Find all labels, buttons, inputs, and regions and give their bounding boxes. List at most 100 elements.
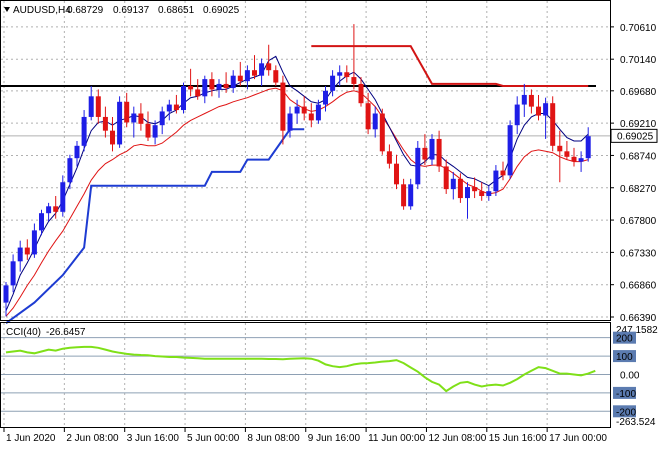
symbol-header: AUDUSD,H4 0.68729 0.69137 0.68651 0.6902… — [4, 5, 240, 16]
candle-body[interactable] — [53, 206, 59, 212]
cci-level-label: -200 — [616, 407, 636, 418]
candle-body[interactable] — [472, 187, 478, 192]
candle-body[interactable] — [3, 285, 9, 303]
candle-body[interactable] — [237, 75, 243, 82]
candle-body[interactable] — [401, 184, 407, 207]
candle-body[interactable] — [67, 158, 73, 183]
candle-body[interactable] — [39, 213, 44, 231]
candle-body[interactable] — [95, 96, 101, 117]
candle-body[interactable] — [315, 104, 321, 121]
cci-line[interactable] — [5, 345, 596, 393]
cci-min-label: -263.524 — [616, 417, 656, 428]
candle-body[interactable] — [408, 184, 414, 207]
candle-body[interactable] — [571, 156, 577, 162]
candle-body[interactable] — [294, 106, 300, 114]
candle-body[interactable] — [479, 191, 485, 196]
candle-body[interactable] — [528, 94, 534, 107]
candle-body[interactable] — [365, 103, 371, 130]
candle-body[interactable] — [493, 170, 499, 192]
candle-body[interactable] — [301, 106, 307, 114]
candle-body[interactable] — [138, 113, 144, 124]
time-tick-label: 8 Jun 08:00 — [247, 433, 300, 444]
candle-body[interactable] — [323, 90, 328, 105]
candle-body[interactable] — [379, 113, 385, 152]
candle-body[interactable] — [17, 247, 23, 262]
candle-body[interactable] — [415, 147, 421, 185]
candle-body[interactable] — [173, 104, 179, 111]
candle-body[interactable] — [102, 116, 108, 131]
candle-body[interactable] — [46, 206, 52, 214]
candle-body[interactable] — [386, 151, 392, 164]
candle-body[interactable] — [10, 261, 16, 286]
cci-level-label: 0.00 — [620, 370, 640, 381]
candle-body[interactable] — [223, 83, 229, 89]
candle-body[interactable] — [273, 70, 279, 83]
candle-body[interactable] — [230, 75, 236, 89]
candle-body[interactable] — [450, 178, 456, 190]
candle-body[interactable] — [443, 166, 449, 190]
cci-max-label: 247.1582 — [616, 325, 658, 336]
candle-body[interactable] — [429, 138, 435, 160]
current-price-box — [610, 128, 658, 143]
price-plot-area[interactable] — [1, 24, 610, 325]
candle-body[interactable] — [252, 70, 257, 76]
candle-body[interactable] — [358, 83, 364, 104]
candle-body[interactable] — [578, 158, 584, 162]
candle-body[interactable] — [422, 147, 428, 160]
candle-body[interactable] — [436, 138, 442, 167]
candle-body[interactable] — [145, 123, 151, 138]
candle-body[interactable] — [110, 130, 115, 145]
candle-body[interactable] — [280, 82, 286, 131]
candle-body[interactable] — [557, 145, 563, 152]
candle-body[interactable] — [514, 104, 520, 126]
support-step-line[interactable] — [5, 128, 305, 325]
candle-body[interactable] — [181, 86, 186, 111]
candle-body[interactable] — [124, 101, 130, 123]
candle-body[interactable] — [166, 104, 172, 112]
candle-body[interactable] — [287, 113, 293, 131]
candle-body[interactable] — [195, 89, 201, 97]
candle-body[interactable] — [131, 113, 137, 123]
candle-body[interactable] — [330, 75, 336, 91]
time-tick-label: 12 Jun 08:00 — [428, 433, 486, 444]
candle-body[interactable] — [88, 96, 94, 117]
candle-body[interactable] — [536, 106, 541, 116]
candle-body[interactable] — [457, 178, 463, 199]
candle-body[interactable] — [159, 111, 165, 126]
candle-body[interactable] — [202, 79, 208, 97]
candle-body[interactable] — [507, 125, 513, 176]
candle-body[interactable] — [550, 103, 556, 146]
candle-body[interactable] — [209, 79, 215, 90]
candle-body[interactable] — [117, 101, 123, 145]
candle-body[interactable] — [24, 247, 30, 255]
candle-body[interactable] — [244, 70, 250, 82]
resistance-step-line[interactable] — [311, 45, 589, 87]
time-tick-label: 5 Jun 00:00 — [187, 433, 240, 444]
candle-body[interactable] — [543, 103, 549, 116]
candle-body[interactable] — [585, 136, 591, 159]
cci-grid — [1, 323, 610, 427]
candle-body[interactable] — [351, 77, 357, 84]
candle-body[interactable] — [372, 113, 378, 130]
price-tick-label: 0.70140 — [620, 55, 657, 66]
dropdown-triangle-icon[interactable] — [4, 7, 10, 12]
candle-body[interactable] — [337, 72, 343, 76]
candle-body[interactable] — [74, 145, 80, 159]
cci-plot-area[interactable] — [5, 345, 596, 393]
candle-body[interactable] — [31, 230, 37, 255]
candle-body[interactable] — [266, 63, 272, 71]
candle-body[interactable] — [521, 94, 527, 105]
candle-body[interactable] — [564, 151, 570, 157]
candle-body[interactable] — [152, 125, 158, 138]
candle-body[interactable] — [486, 191, 492, 196]
candle-body[interactable] — [465, 187, 470, 199]
candle-body[interactable] — [60, 182, 66, 212]
candle-body[interactable] — [188, 86, 194, 90]
candle-body[interactable] — [308, 113, 314, 121]
candle-body[interactable] — [344, 72, 350, 78]
candle-body[interactable] — [81, 116, 87, 146]
candle-body[interactable] — [500, 170, 506, 176]
candle-body[interactable] — [216, 83, 222, 90]
candle-body[interactable] — [394, 163, 399, 185]
candle-body[interactable] — [259, 63, 265, 76]
